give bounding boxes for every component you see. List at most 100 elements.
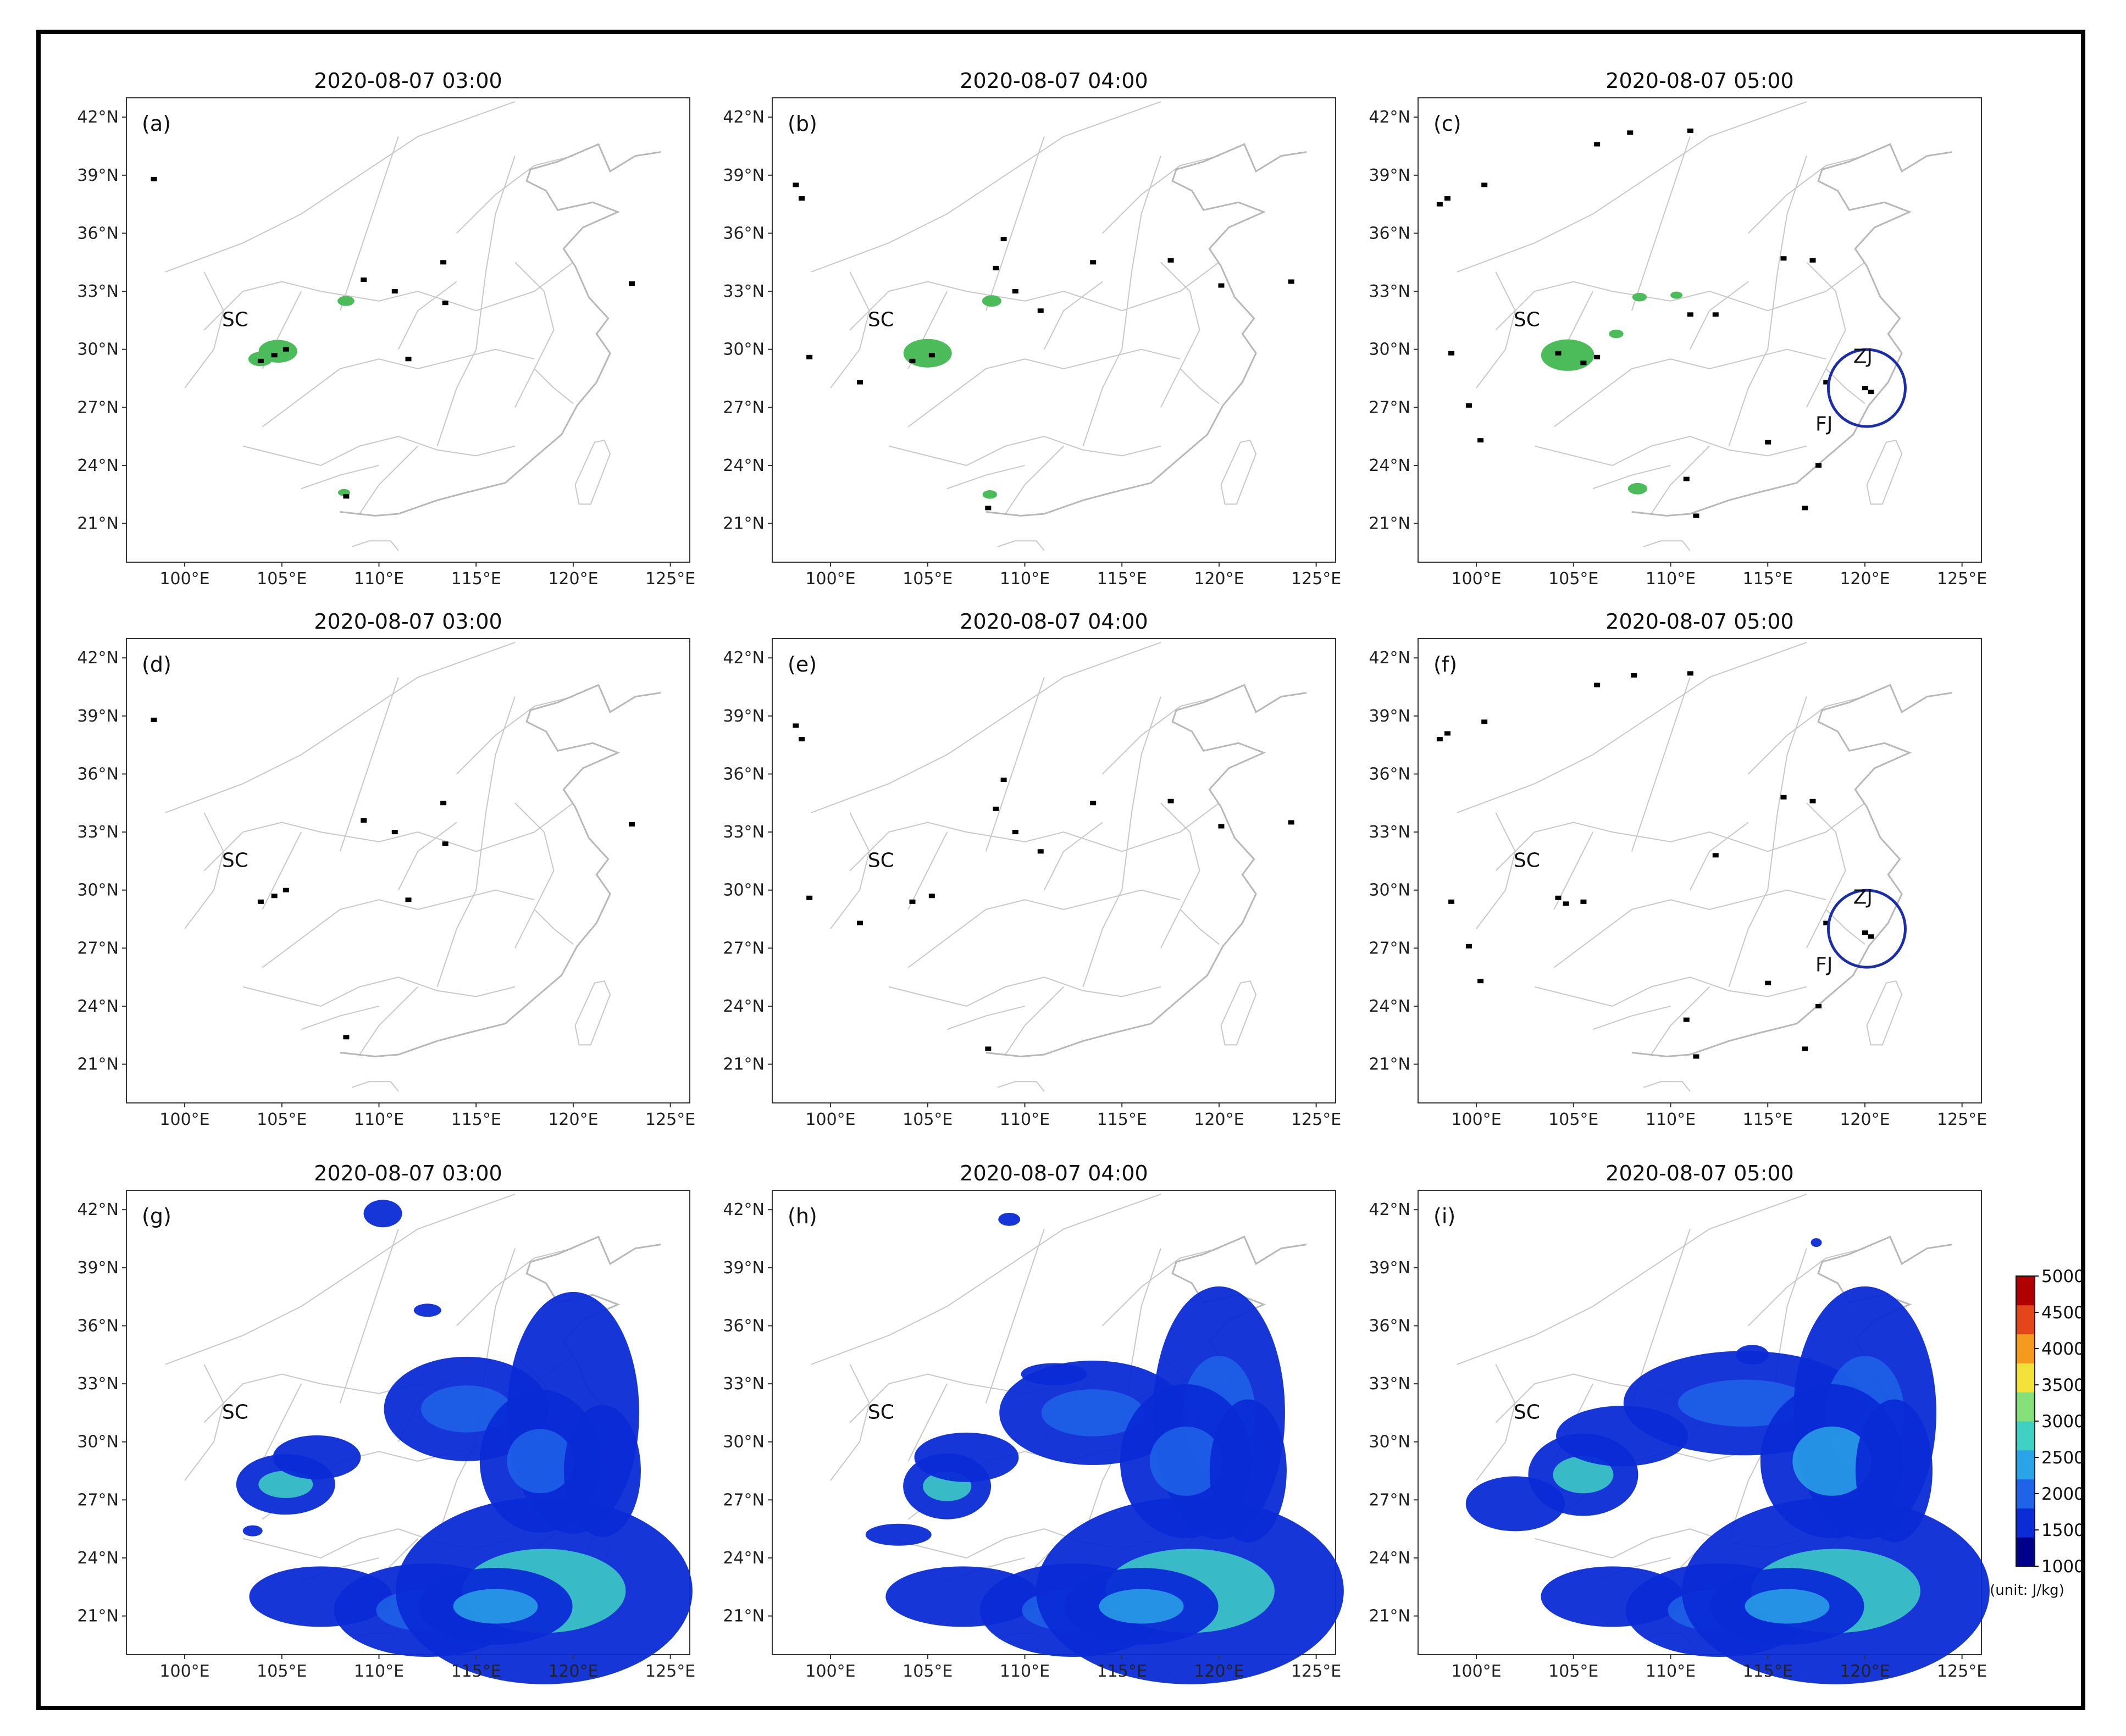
colorbar-segment <box>2016 1276 2035 1306</box>
colorbar-segment <box>2016 1392 2035 1422</box>
lat-tick-label: 27°N <box>77 1490 119 1510</box>
panel-title: 2020-08-07 04:00 <box>960 69 1148 93</box>
lat-tick-label: 39°N <box>77 166 119 185</box>
lat-tick-label: 21°N <box>1369 1607 1410 1626</box>
lat-tick-label: 39°N <box>77 707 119 726</box>
black-cell <box>806 354 813 359</box>
hainan-outline <box>351 1081 399 1092</box>
region-label-sc: SC <box>1514 308 1540 331</box>
lon-tick-label: 125°E <box>1937 1110 1987 1129</box>
black-cell <box>985 506 992 511</box>
black-cell <box>1862 930 1868 935</box>
lat-tick-label: 24°N <box>77 1549 119 1568</box>
lat-tick-label: 36°N <box>1369 224 1410 243</box>
colorbar-tick-label: 3500 <box>2041 1376 2085 1395</box>
boundary-line <box>242 977 516 1007</box>
boundary-line <box>1180 368 1220 404</box>
black-cell <box>1000 778 1007 783</box>
colorbar-unit: (unit: J/kg) <box>1990 1582 2064 1599</box>
black-cell <box>1167 798 1174 803</box>
panel-title: 2020-08-07 03:00 <box>314 1161 502 1185</box>
black-cell <box>257 899 264 904</box>
lat-tick-label: 24°N <box>723 997 765 1016</box>
lat-tick-label: 39°N <box>1369 1258 1410 1278</box>
colorbar-segment <box>2016 1450 2035 1480</box>
overlay-green_black <box>151 176 635 499</box>
boundary-line <box>456 155 574 234</box>
province-boundaries <box>811 642 1307 1092</box>
region-label-sc: SC <box>222 308 248 331</box>
black-cell <box>985 1046 992 1051</box>
black-cell <box>628 822 635 827</box>
lon-tick-label: 100°E <box>159 1662 209 1681</box>
black-cell <box>1802 506 1808 511</box>
lon-tick-label: 120°E <box>1194 569 1244 589</box>
cape-area <box>273 1435 361 1479</box>
boundary-line <box>456 1247 574 1327</box>
lat-tick-label: 33°N <box>77 823 119 842</box>
green-cell <box>982 490 998 499</box>
boundary-line <box>1689 281 1749 350</box>
boundary-line <box>1457 1194 1807 1365</box>
black-cell <box>1693 1054 1699 1059</box>
boundary-line <box>985 136 1045 311</box>
black-cell <box>928 894 935 898</box>
black-cell <box>343 1035 350 1040</box>
lat-tick-label: 39°N <box>723 1258 765 1278</box>
black-cell <box>909 358 916 363</box>
panel-title: 2020-08-07 04:00 <box>960 609 1148 634</box>
boundary-line <box>1457 101 1807 273</box>
lon-tick-label: 115°E <box>1097 1110 1147 1129</box>
lon-tick-label: 110°E <box>1646 569 1696 589</box>
boundary-line <box>830 812 870 929</box>
coastline <box>1631 143 1953 517</box>
lat-tick-label: 27°N <box>77 939 119 958</box>
lat-tick-label: 39°N <box>723 166 765 185</box>
black-cell <box>440 260 447 265</box>
boundary-line <box>811 642 1161 813</box>
lon-tick-label: 105°E <box>257 1110 307 1129</box>
overlay-cape <box>1465 1238 1990 1684</box>
lat-tick-label: 30°N <box>1369 881 1410 900</box>
boundary-line <box>1005 446 1064 514</box>
black-cell <box>1823 920 1830 925</box>
lon-tick-label: 100°E <box>1451 1110 1501 1129</box>
boundary-line <box>184 812 224 929</box>
lon-tick-label: 125°E <box>1291 569 1341 589</box>
black-cell <box>1580 360 1587 365</box>
region-label-sc: SC <box>868 849 894 872</box>
lat-tick-label: 27°N <box>1369 1490 1410 1510</box>
boundary-line <box>1651 446 1710 514</box>
black-cell <box>1780 795 1787 800</box>
lon-tick-label: 105°E <box>903 1110 953 1129</box>
boundary-line <box>301 1005 379 1030</box>
province-boundaries <box>1457 101 1953 551</box>
cape-core <box>1099 1589 1184 1624</box>
cape-area <box>563 1405 641 1537</box>
black-cell <box>857 380 863 385</box>
lat-tick-label: 27°N <box>723 939 765 958</box>
boundary-line <box>1825 909 1865 945</box>
lon-tick-label: 120°E <box>548 1110 598 1129</box>
colorbar-tick-label: 5000 <box>2041 1267 2085 1286</box>
black-cell <box>1802 1046 1808 1051</box>
lat-tick-label: 27°N <box>723 398 765 417</box>
boundary-line <box>1043 822 1103 891</box>
lat-tick-label: 33°N <box>1369 282 1410 301</box>
lon-tick-label: 100°E <box>159 569 209 589</box>
highlight-circle <box>1826 348 1907 428</box>
region-label-zj: ZJ <box>1853 345 1873 368</box>
cape-area <box>1209 1399 1287 1543</box>
lon-tick-label: 125°E <box>1291 1662 1341 1681</box>
lon-tick-label: 125°E <box>645 1662 695 1681</box>
panel-label: (h) <box>788 1204 817 1228</box>
black-cell <box>1218 283 1225 288</box>
black-cell <box>628 281 635 286</box>
lon-tick-label: 120°E <box>1840 1110 1890 1129</box>
colorbar-tick-label: 4500 <box>2041 1303 2085 1323</box>
boundary-line <box>1180 909 1220 945</box>
black-cell <box>799 196 805 201</box>
black-cell <box>1444 196 1451 201</box>
lat-tick-label: 36°N <box>77 764 119 784</box>
lat-tick-label: 21°N <box>723 1055 765 1074</box>
